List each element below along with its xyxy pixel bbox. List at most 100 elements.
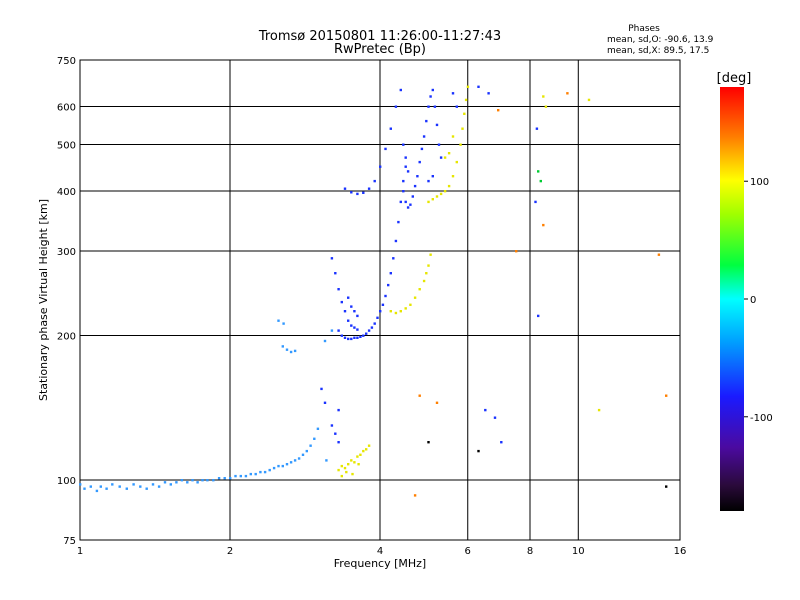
data-point xyxy=(411,195,414,198)
data-point xyxy=(379,165,382,168)
data-point xyxy=(399,310,402,313)
colorbar-tick-label: 100 xyxy=(750,177,769,188)
data-point xyxy=(418,160,421,164)
data-point xyxy=(404,307,407,310)
x-axis-label: Frequency [MHz] xyxy=(334,557,426,570)
data-point xyxy=(359,453,362,456)
data-point xyxy=(534,200,537,204)
data-point xyxy=(337,468,340,472)
data-point xyxy=(566,92,569,95)
data-point xyxy=(95,489,99,493)
data-point xyxy=(350,324,353,327)
data-point xyxy=(406,206,410,209)
data-point xyxy=(357,463,360,466)
y-tick-label: 75 xyxy=(63,536,76,547)
data-point xyxy=(427,441,430,444)
grid-lines xyxy=(80,60,680,540)
data-point xyxy=(418,288,421,291)
data-point xyxy=(381,303,385,306)
data-point xyxy=(451,92,455,95)
colorbar-label: [deg] xyxy=(717,71,752,86)
data-point xyxy=(451,135,455,138)
data-point xyxy=(544,105,548,108)
data-point xyxy=(477,449,480,453)
data-point xyxy=(537,314,540,318)
data-point xyxy=(343,466,347,470)
data-point xyxy=(118,485,121,488)
data-point xyxy=(455,160,458,164)
data-point xyxy=(535,127,539,130)
x-tick-label: 1 xyxy=(77,546,83,557)
data-point xyxy=(206,479,209,482)
data-point xyxy=(422,279,426,283)
plot-area: 1 2 4 6 8 10 16 75 100 200 300 400 500 600 750 xyxy=(57,56,686,557)
data-point xyxy=(145,487,148,490)
data-point xyxy=(451,175,455,178)
data-point xyxy=(337,288,340,291)
data-point xyxy=(301,453,305,456)
data-point xyxy=(404,165,407,168)
stats-line-o: mean, sd,O: -90.6, 13.9 xyxy=(607,35,714,45)
x-tick-label: 4 xyxy=(377,546,383,557)
data-point xyxy=(409,303,412,306)
data-point xyxy=(665,485,668,488)
data-point xyxy=(169,483,172,486)
colorbar xyxy=(720,87,744,511)
y-axis-ticks: 75 100 200 300 400 500 600 750 xyxy=(57,56,76,547)
colorbar-tick-label: -100 xyxy=(750,413,773,424)
data-point xyxy=(347,296,350,299)
data-point xyxy=(384,147,387,151)
data-point xyxy=(330,424,334,427)
data-point xyxy=(289,350,293,354)
y-axis-label: Stationary phase Virtual Height [km] xyxy=(37,199,50,401)
data-point xyxy=(362,334,365,337)
data-point xyxy=(191,479,194,482)
chart-subtitle: RwPretec (Bp) xyxy=(334,42,426,57)
data-point xyxy=(435,123,439,127)
data-point xyxy=(259,470,262,474)
y-tick-label: 500 xyxy=(57,141,76,152)
stats-line-x: mean, sd,X: 89.5, 17.5 xyxy=(607,46,709,56)
data-point xyxy=(370,326,374,329)
stats-heading: Phases xyxy=(628,24,660,34)
phase-series xyxy=(413,92,668,497)
data-point xyxy=(657,253,661,256)
phase-series xyxy=(320,85,540,444)
data-point xyxy=(402,179,405,183)
data-point xyxy=(345,470,348,474)
data-point xyxy=(429,95,432,98)
data-point xyxy=(429,253,432,256)
data-point xyxy=(365,332,368,335)
data-point xyxy=(431,198,434,201)
data-point xyxy=(487,92,490,95)
data-point xyxy=(309,444,312,447)
data-point xyxy=(330,329,334,332)
data-point xyxy=(367,329,371,332)
chart-title: Tromsø 20150801 11:26:00-11:27:43 xyxy=(258,29,501,44)
data-point xyxy=(353,326,356,329)
data-point xyxy=(163,481,167,484)
y-tick-label: 300 xyxy=(57,247,76,258)
data-point xyxy=(239,474,242,478)
data-point xyxy=(439,192,443,196)
data-point xyxy=(229,477,232,480)
data-point xyxy=(542,95,545,98)
data-point xyxy=(394,239,398,243)
data-point xyxy=(323,339,327,343)
data-point xyxy=(435,401,439,404)
phase-series xyxy=(427,441,668,488)
data-point xyxy=(111,483,114,486)
data-point xyxy=(337,329,340,332)
data-point xyxy=(433,105,437,108)
data-point xyxy=(447,152,451,155)
data-point xyxy=(402,143,405,146)
data-point xyxy=(175,481,178,484)
data-point xyxy=(105,487,108,490)
data-points xyxy=(79,85,668,497)
data-point xyxy=(389,310,392,313)
data-point xyxy=(254,472,257,476)
data-point xyxy=(406,170,410,173)
data-point xyxy=(466,85,470,88)
x-tick-label: 10 xyxy=(572,546,585,557)
data-point xyxy=(217,477,221,480)
